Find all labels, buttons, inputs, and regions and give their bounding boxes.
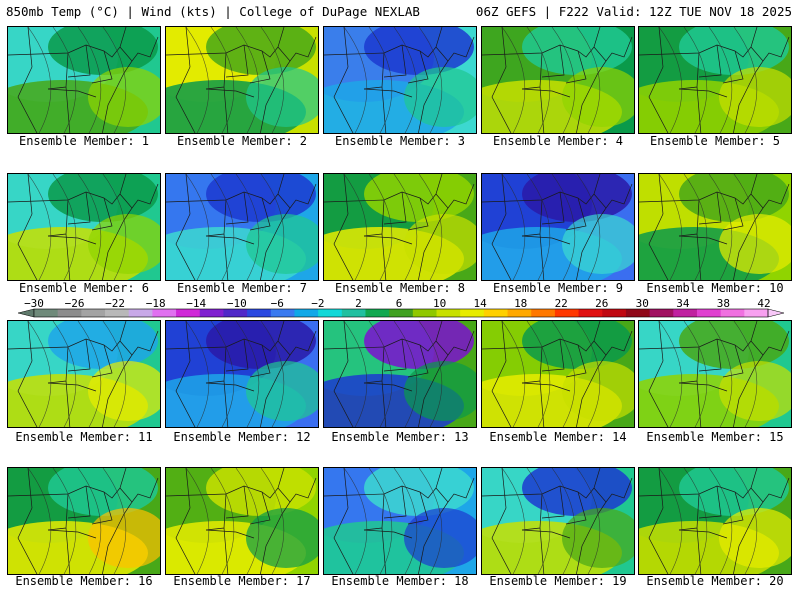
ensemble-member-label: Ensemble Member: 6	[18, 281, 150, 295]
colorbar-swatch	[578, 309, 603, 317]
ensemble-member-label: Ensemble Member: 17	[173, 574, 311, 588]
colorbar-tick-label: 22	[555, 297, 568, 310]
ensemble-member-map	[323, 467, 477, 575]
ensemble-member-map	[323, 26, 477, 134]
colorbar-tick-label: −2	[311, 297, 324, 310]
ensemble-member-map	[638, 173, 792, 281]
ensemble-member-map	[481, 467, 635, 575]
colorbar-tick-label: 42	[757, 297, 770, 310]
ensemble-member-label: Ensemble Member: 11	[15, 430, 153, 444]
colorbar-swatch	[128, 309, 153, 317]
ensemble-member-label: Ensemble Member: 4	[492, 134, 624, 148]
colorbar-swatch	[412, 309, 438, 317]
colorbar-swatch	[483, 309, 509, 317]
ensemble-member-label: Ensemble Member: 13	[331, 430, 469, 444]
colorbar-tick-label: −6	[271, 297, 284, 310]
colorbar-swatch	[649, 309, 674, 317]
colorbar-swatch	[176, 309, 201, 317]
colorbar-swatch	[294, 309, 319, 317]
colorbar-tick-label: −14	[186, 297, 206, 310]
colorbar-tick-label: 38	[717, 297, 730, 310]
colorbar-swatch	[34, 309, 59, 317]
colorbar-swatch	[199, 309, 224, 317]
ensemble-member-map	[481, 26, 635, 134]
colorbar-swatch	[720, 309, 745, 317]
ensemble-member-map	[638, 320, 792, 428]
ensemble-member-label: Ensemble Member: 12	[173, 430, 311, 444]
ensemble-member-label: Ensemble Member: 5	[649, 134, 781, 148]
ensemble-member-map	[481, 173, 635, 281]
ensemble-member-map	[7, 320, 161, 428]
colorbar-swatch	[389, 309, 414, 317]
ensemble-member-label: Ensemble Member: 3	[334, 134, 466, 148]
ensemble-member-map	[165, 320, 319, 428]
colorbar-tick-label: −26	[65, 297, 85, 310]
colorbar-swatch	[696, 309, 722, 317]
ensemble-member-label: Ensemble Member: 19	[489, 574, 627, 588]
colorbar-swatch	[247, 309, 272, 317]
colorbar-tick-label: 2	[355, 297, 362, 310]
ensemble-member-map	[323, 320, 477, 428]
colorbar-swatch	[507, 309, 532, 317]
colorbar-swatch	[602, 309, 627, 317]
colorbar-tick-label: 6	[396, 297, 403, 310]
ensemble-member-label: Ensemble Member: 20	[646, 574, 784, 588]
colorbar-swatch	[531, 309, 556, 317]
colorbar-swatch	[152, 309, 177, 317]
colorbar-tick-label: 10	[433, 297, 446, 310]
colorbar-tick-label: −22	[105, 297, 125, 310]
ensemble-member-label: Ensemble Member: 9	[492, 281, 624, 295]
colorbar-tick-label: −30	[24, 297, 44, 310]
colorbar-tick-label: −18	[146, 297, 166, 310]
colorbar-swatch	[270, 309, 295, 317]
ensemble-member-map	[165, 173, 319, 281]
temperature-colorbar: −30 −26 −22 −18 −14 −10 −6 −2 2 6 10 14 18 22 26 30 34 38…	[17, 297, 785, 318]
ensemble-member-label: Ensemble Member: 8	[334, 281, 466, 295]
colorbar-tick-label: 30	[636, 297, 649, 310]
header-run-info: 06Z GEFS | F222 Valid: 12Z TUE NOV 18 20…	[475, 4, 792, 19]
colorbar-tick-label: 34	[676, 297, 690, 310]
colorbar-swatch	[318, 309, 343, 317]
ensemble-member-map	[638, 467, 792, 575]
ensemble-member-label: Ensemble Member: 18	[331, 574, 469, 588]
colorbar-swatch	[625, 309, 651, 317]
colorbar-swatch	[673, 309, 698, 317]
colorbar-swatch	[460, 309, 485, 317]
ensemble-member-map	[638, 26, 792, 134]
ensemble-member-map	[7, 26, 161, 134]
ensemble-member-label: Ensemble Member: 10	[646, 281, 784, 295]
header-title: 850mb Temp (°C) | Wind (kts) | College o…	[6, 4, 420, 19]
ensemble-member-map	[7, 467, 161, 575]
ensemble-member-label: Ensemble Member: 2	[176, 134, 308, 148]
ensemble-member-map	[481, 320, 635, 428]
ensemble-member-label: Ensemble Member: 15	[646, 430, 784, 444]
colorbar-swatch	[81, 309, 106, 317]
colorbar-swatch	[744, 309, 769, 317]
ensemble-member-label: Ensemble Member: 16	[15, 574, 153, 588]
ensemble-member-label: Ensemble Member: 7	[176, 281, 308, 295]
colorbar-tick-label: 26	[595, 297, 608, 310]
colorbar-swatch	[554, 309, 580, 317]
ensemble-member-label: Ensemble Member: 1	[18, 134, 150, 148]
colorbar-swatch	[365, 309, 390, 317]
colorbar-swatch	[105, 309, 130, 317]
ensemble-member-map	[165, 467, 319, 575]
colorbar-tick-label: −10	[227, 297, 247, 310]
ensemble-member-map	[165, 26, 319, 134]
ensemble-member-map	[7, 173, 161, 281]
colorbar-tick-label: 14	[473, 297, 487, 310]
colorbar-swatch	[57, 309, 82, 317]
colorbar-tick-label: 18	[514, 297, 527, 310]
colorbar-swatch	[223, 309, 248, 317]
colorbar-swatch	[341, 309, 366, 317]
ensemble-member-label: Ensemble Member: 14	[489, 430, 627, 444]
ensemble-member-map	[323, 173, 477, 281]
colorbar-swatch	[436, 309, 461, 317]
